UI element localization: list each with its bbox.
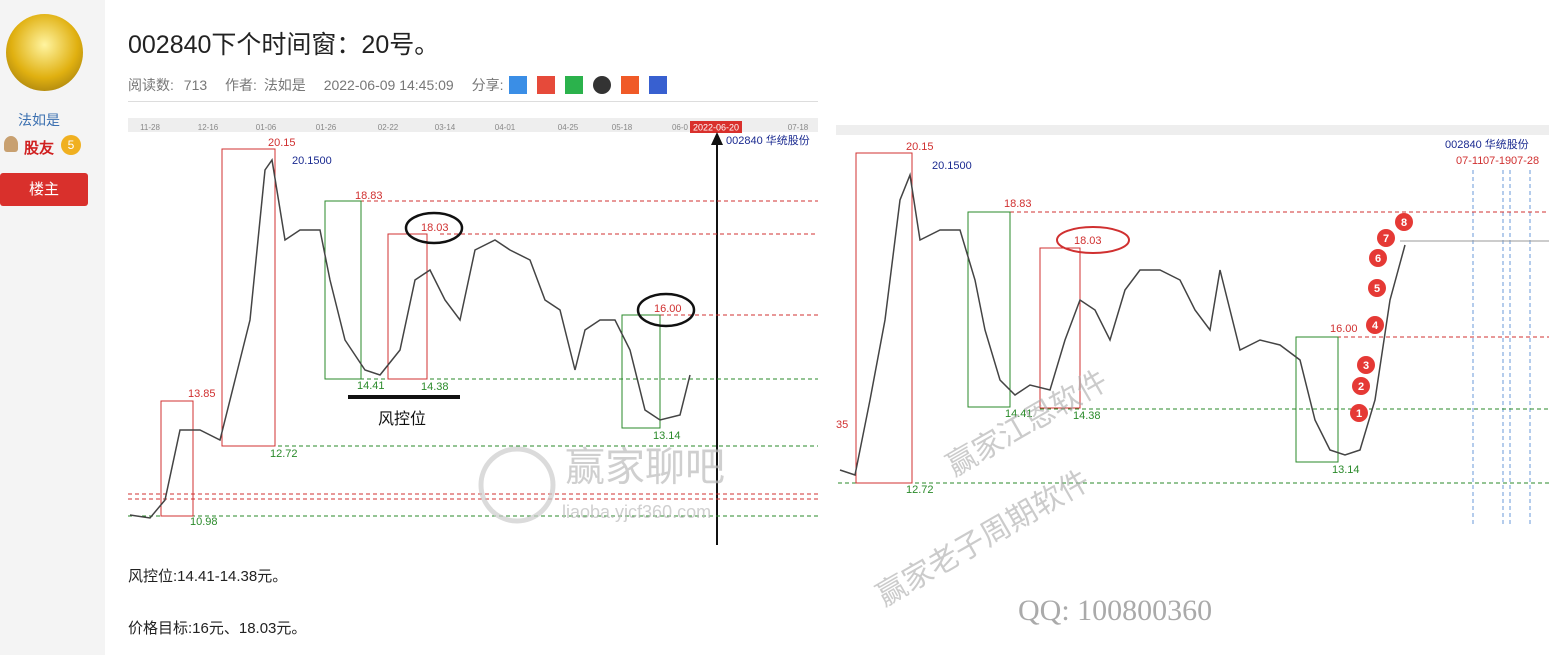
date-label: 07-28 [1511,155,1539,167]
price-label: 14.38 [1073,410,1101,422]
step-marker [1395,213,1413,231]
date-label: 07-19 [1483,155,1511,167]
date-label: 05-18 [612,123,633,132]
price-label: 18.83 [1004,198,1032,210]
share-label: 分享: [471,77,504,93]
owner-badge: 楼主 [0,173,88,206]
price-label: 10.98 [190,516,218,528]
share-icon[interactable] [620,76,639,94]
price-label: 18.83 [355,190,383,202]
step-label: 6 [1375,253,1381,265]
chart-image-2: 002840 华统股份 07-11 07-19 07-28 20.15 18.8… [836,125,1549,627]
watermark: QQ: 100800360 [1018,594,1212,627]
price-label: 14.41 [357,380,385,392]
price-label: 18.03 [421,222,449,234]
rank: 股友 [24,140,55,157]
date-label: 01-06 [256,123,277,132]
share-icon[interactable] [537,76,556,94]
datetime: 2022-06-09 14:45:09 [323,77,454,93]
step-label: 4 [1372,320,1379,332]
reads-label: 阅读数: [128,77,174,93]
rank-icon [4,136,18,152]
price-label: 20.1500 [292,155,332,167]
step-label: 8 [1401,217,1407,229]
sidebar: 法如是 股友 5 楼主 [0,0,105,655]
step-marker [1352,377,1370,395]
username[interactable]: 法如是 [18,112,60,128]
share-icon[interactable] [509,76,528,94]
meta: 阅读数: 713 作者: 法如是 2022-06-09 14:45:09 分享: [128,75,667,95]
paragraph: 风控位:14.41-14.38元。 [128,568,288,585]
annotation: 风控位 [378,410,426,428]
post-title: 002840下个时间窗：20号。 [128,31,440,59]
price-label: 20.15 [906,141,934,153]
watermark: 赢家聊吧 [565,446,725,490]
price-label: 12.72 [906,484,934,496]
date-label: 01-26 [316,123,337,132]
step-label: 5 [1374,283,1380,295]
price-label: 20.15 [268,137,296,149]
step-marker [1357,356,1375,374]
price-label: 16.00 [654,303,682,315]
price-label: 16.00 [1330,323,1358,335]
watermark: 赢家江恩软件 [941,364,1113,483]
price-label: 18.03 [1074,235,1102,247]
step-label: 7 [1383,233,1389,245]
price-label: 13.14 [653,430,681,442]
reads: 713 [183,77,208,93]
divider [128,101,818,102]
step-label: 3 [1363,360,1369,372]
date-label: 03-14 [435,123,456,132]
date-highlight: 2022-06-20 [693,122,739,132]
share-icon[interactable] [648,76,667,94]
date-label: 07-18 [788,123,809,132]
author: 法如是 [263,77,306,93]
step-marker [1350,404,1368,422]
price-label: 20.1500 [932,160,972,172]
share-icon[interactable] [565,76,584,94]
date-label: 06-0 [672,123,689,132]
step-marker [1377,229,1395,247]
date-label: 12-16 [198,123,219,132]
chart-image-1: 11-28 12-16 01-06 01-26 02-22 03-14 04-01 04-25… [128,118,818,545]
stock-label: 002840 华统股份 [726,133,810,147]
author-label: 作者: [225,77,257,93]
step-marker [1368,279,1386,297]
step-marker [1369,249,1387,267]
price-label: 13.14 [1332,464,1360,476]
price-label: 12.72 [270,448,298,460]
price-label: 14.38 [421,381,449,393]
date-label: 02-22 [378,123,399,132]
date-label: 11-28 [140,123,160,132]
paragraph: 价格目标:16元、18.03元。 [128,620,307,637]
level-badge: 5 [61,135,81,155]
step-label: 1 [1356,408,1362,420]
step-marker [1366,316,1384,334]
step-label: 2 [1358,381,1364,393]
date-label: 04-01 [495,123,516,132]
watermark: 赢家老子周期软件 [871,464,1095,613]
share-icon[interactable] [593,76,612,94]
price-label: 13.85 [188,388,216,400]
avatar[interactable] [6,14,83,91]
price-label: 14.41 [1005,408,1033,420]
date-label: 07-11 [1456,155,1483,167]
watermark: liaoba.yjcf360.com [562,502,711,522]
price-label: 35 [836,419,848,431]
stock-label: 002840 华统股份 [1445,137,1529,151]
date-label: 04-25 [558,123,579,132]
